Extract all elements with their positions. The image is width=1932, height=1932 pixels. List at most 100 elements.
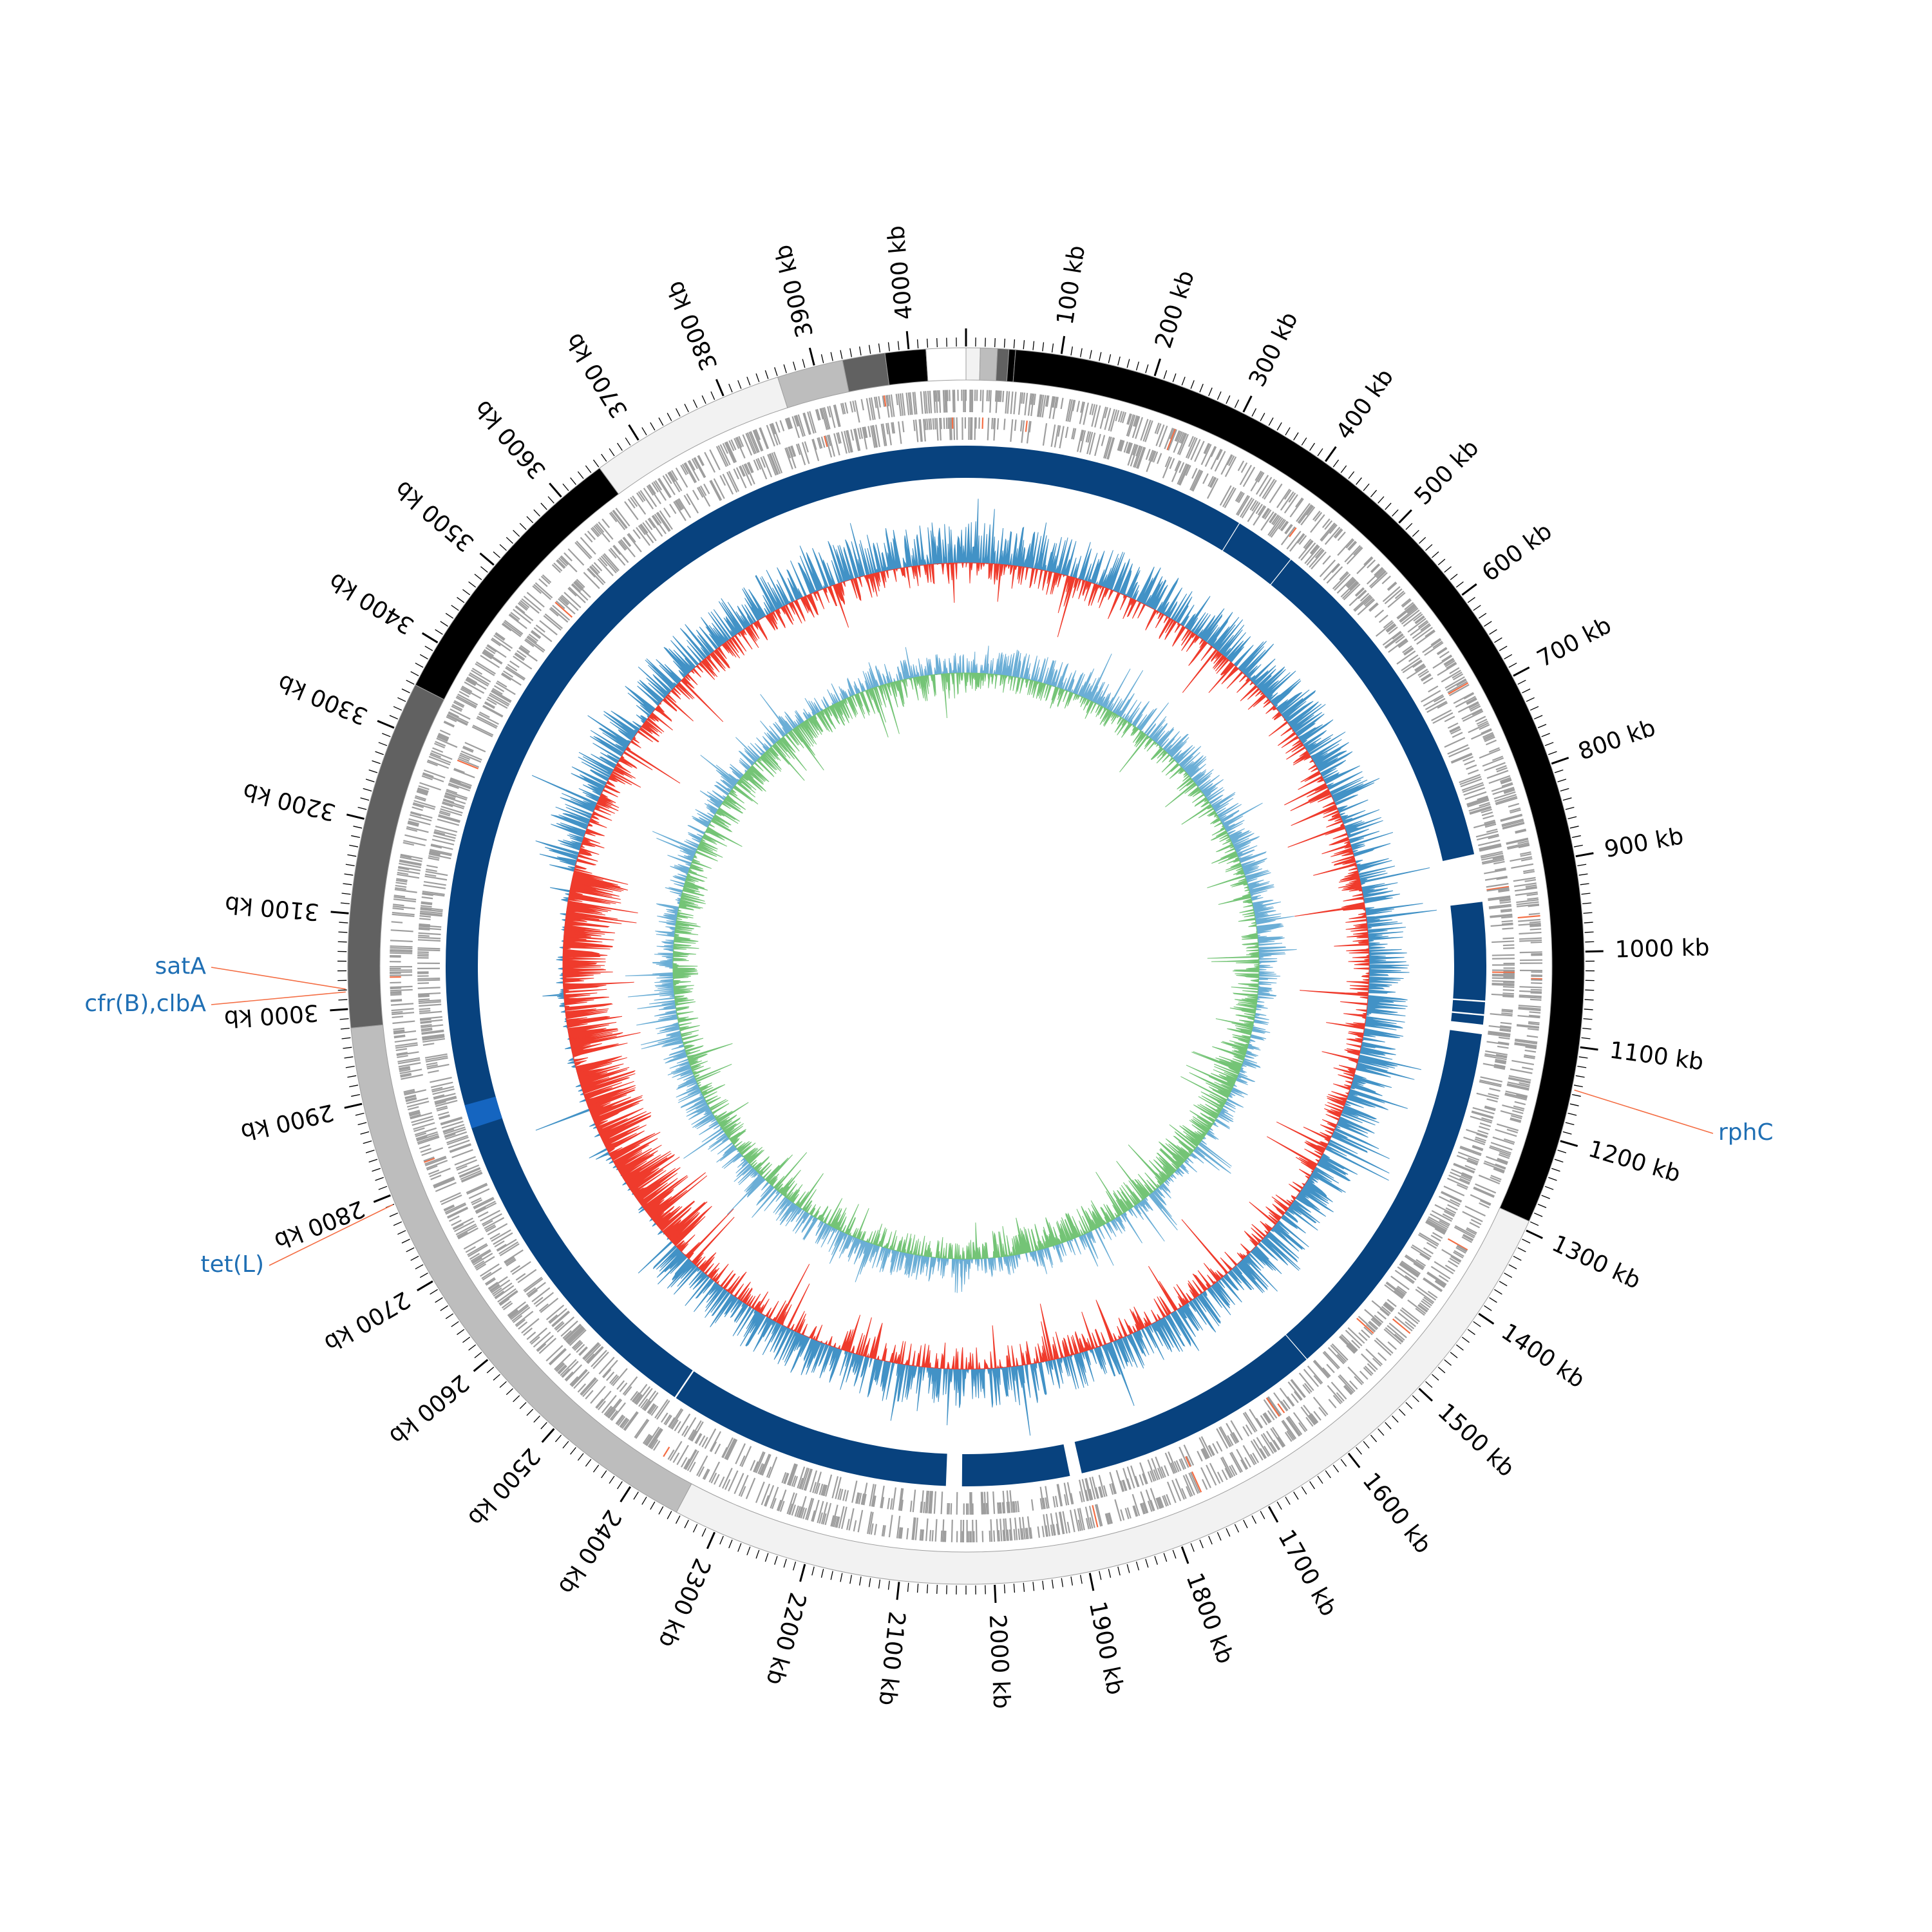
cds-feature (1361, 1329, 1370, 1338)
cds-feature (701, 1437, 708, 1448)
cds-feature (1466, 697, 1477, 704)
tick-label: 4000 kb (883, 224, 918, 321)
cds-feature (1378, 614, 1388, 623)
cds-feature (1114, 1499, 1122, 1522)
cds-feature (718, 1476, 725, 1488)
cds-feature (724, 1438, 735, 1459)
cds-feature (1500, 814, 1523, 822)
cds-feature (518, 601, 529, 610)
cds-feature (420, 910, 443, 914)
cds-feature (418, 999, 441, 1003)
cds-feature (411, 1115, 433, 1123)
minor-tick (897, 341, 900, 350)
cds-feature (438, 814, 460, 822)
tick-label: 900 kb (1602, 823, 1685, 863)
cds-feature (1155, 1497, 1161, 1510)
cds-feature (1054, 425, 1059, 448)
cds-feature (650, 1439, 659, 1450)
cds-feature (942, 390, 945, 413)
gene-label: satA (155, 953, 206, 980)
cds-feature (1322, 555, 1331, 565)
cds-feature (777, 1489, 787, 1511)
cds-feature (1486, 1155, 1508, 1165)
cds-feature (417, 979, 440, 981)
cds-feature (1530, 998, 1542, 1001)
minor-tick (1251, 408, 1257, 417)
cds-feature (587, 530, 596, 540)
cds-feature (1142, 1473, 1147, 1485)
cds-feature (715, 446, 727, 468)
minor-tick (351, 835, 361, 838)
minor-tick (1548, 1177, 1557, 1181)
cds-feature (834, 404, 841, 427)
cds-feature (420, 1148, 431, 1153)
cds-feature (511, 1307, 531, 1322)
cds-feature (1494, 1061, 1506, 1065)
cds-feature (1282, 1399, 1291, 1410)
cds-feature (1132, 1505, 1137, 1517)
cds-feature (1089, 1488, 1094, 1501)
cds-feature (703, 1469, 710, 1480)
cds-feature (795, 444, 801, 455)
cds-feature (887, 1497, 891, 1510)
cds-feature (448, 1215, 460, 1222)
cds-feature (920, 1501, 922, 1513)
cds-feature (1492, 755, 1504, 761)
cds-feature (557, 1364, 567, 1374)
cds-feature (649, 517, 663, 537)
minor-tick (468, 581, 477, 588)
cds-feature (1488, 895, 1511, 900)
cds-feature (1500, 1110, 1523, 1118)
cds-feature (495, 633, 505, 641)
tick-label: 1400 kb (1497, 1318, 1589, 1393)
minor-tick (1582, 902, 1592, 905)
cds-feature (415, 1131, 438, 1140)
cds-feature (402, 842, 415, 846)
cds-feature (491, 1279, 511, 1294)
cds-feature (698, 1435, 706, 1446)
cds-feature (990, 1519, 993, 1542)
cds-feature (1471, 729, 1492, 740)
cds-feature (685, 1449, 697, 1470)
cds-feature (504, 1249, 524, 1263)
cds-feature (724, 442, 735, 464)
minor-tick (592, 459, 600, 468)
cds-feature (395, 885, 407, 888)
cds-feature (419, 1010, 442, 1014)
cds-feature (1057, 1484, 1063, 1507)
minor-tick (1378, 1428, 1385, 1436)
cds-feature (1412, 1244, 1432, 1258)
cds-feature (719, 444, 731, 466)
cds-feature (1260, 1448, 1267, 1459)
cds-feature (1067, 399, 1073, 422)
cds-feature (750, 431, 760, 453)
minor-tick (1301, 437, 1307, 446)
cds-feature (624, 501, 639, 520)
cds-feature (1501, 820, 1524, 828)
cds-feature (1402, 645, 1412, 654)
cds-feature (1159, 1497, 1164, 1508)
minor-tick (1181, 376, 1186, 386)
cds-feature (1524, 1054, 1535, 1058)
minor-tick (547, 496, 554, 504)
cds-feature (867, 1511, 873, 1535)
cds-feature (844, 430, 850, 453)
cds-feature (1208, 1445, 1215, 1456)
cds-feature (585, 1353, 595, 1363)
gc-skew-positive (625, 645, 1297, 1293)
minor-tick (609, 448, 615, 457)
cds-feature (1257, 472, 1265, 483)
cds-feature (1066, 1482, 1073, 1505)
cds-feature (1055, 1495, 1059, 1508)
cds-feature (1242, 1412, 1256, 1433)
tick-label: 3400 kb (325, 567, 419, 639)
minor-tick (344, 1056, 354, 1059)
cds-feature (1002, 1530, 1005, 1542)
tick-label: 1200 kb (1586, 1136, 1683, 1188)
cds-feature (418, 994, 430, 996)
cds-feature (1385, 1327, 1403, 1343)
cds-feature (497, 1288, 516, 1303)
cds-feature (783, 1472, 789, 1484)
cds-feature (1230, 1420, 1243, 1441)
tick-label: 2200 kb (761, 1589, 811, 1687)
